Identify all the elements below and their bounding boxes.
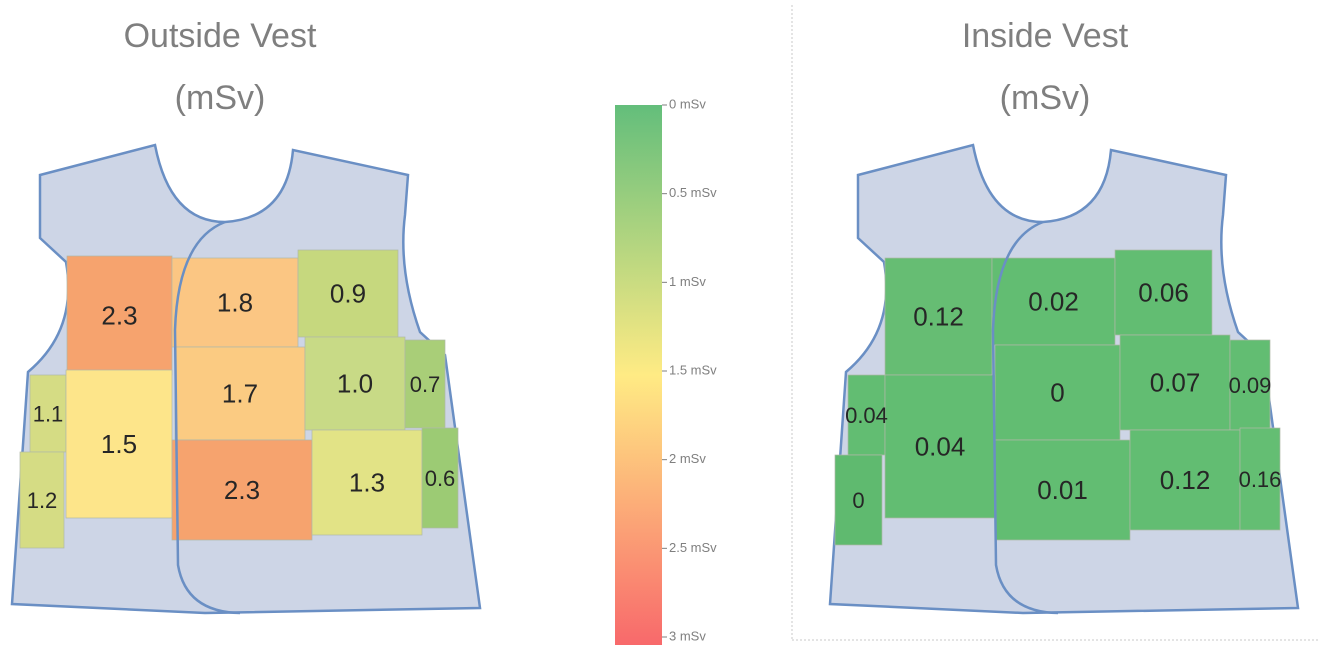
region-label: 0.04: [845, 403, 888, 428]
region-label: 1.3: [349, 467, 385, 497]
region-label: 0.7: [410, 372, 441, 397]
region-label: 2.3: [224, 475, 260, 505]
region-label: 0.06: [1138, 277, 1189, 307]
region-label: 0.12: [913, 301, 964, 331]
region: [884, 374, 996, 519]
unit: (mSv): [1000, 79, 1091, 117]
region-label: 0.9: [330, 278, 366, 308]
region: [1119, 334, 1231, 431]
colorbar: [615, 105, 662, 645]
vest: 0.12 0.02 0.06 0 0.07 0.09 0.04 0.04 0.01 0.12 0.1…: [828, 143, 1300, 615]
region-label: 0.07: [1150, 367, 1201, 397]
region: [311, 429, 423, 536]
region-label: 1.7: [222, 378, 258, 408]
region-label: 0.09: [1229, 373, 1272, 398]
colorbar-ticks: 0 mSv 0.5 mSv 1 mSv 1.5 mSv 2 mSv 2.5 mSv 3 mS…: [662, 96, 717, 643]
region-label: 1.1: [33, 401, 64, 426]
title: Inside Vest: [962, 17, 1129, 55]
region: [884, 257, 993, 376]
region: [1114, 249, 1213, 336]
vest: 2.3 1.8 0.9 1.7 1.0 0.7 1.1 1.5 2.3 1.3 0.6 1.2: [10, 143, 482, 615]
region-label: 0: [1050, 377, 1064, 407]
region: [19, 451, 65, 549]
title: Outside Vest: [124, 17, 317, 55]
colorbar-label: 0 mSv: [669, 96, 706, 111]
region-label: 1.0: [337, 368, 373, 398]
region: [994, 344, 1121, 441]
region-label: 0.16: [1239, 467, 1282, 492]
region: [847, 374, 886, 456]
region-label: 0: [852, 488, 864, 513]
region-label: 1.8: [217, 287, 253, 317]
region-label: 0.02: [1028, 286, 1079, 316]
colorbar-label: 1 mSv: [669, 274, 706, 289]
region-label: 0.12: [1160, 465, 1211, 495]
region-label: 2.3: [101, 300, 137, 330]
region: [171, 439, 313, 541]
region-label: 0.6: [425, 466, 456, 491]
region-label: 1.2: [27, 488, 58, 513]
unit: (mSv): [175, 79, 266, 117]
region-label: 1.5: [101, 429, 137, 459]
vest-seam: [173, 220, 241, 615]
region: [66, 255, 173, 376]
colorbar-label: 2 mSv: [669, 451, 706, 466]
vest-seam: [991, 220, 1059, 615]
region: [994, 439, 1131, 541]
colorbar-label: 2.5 mSv: [669, 540, 717, 555]
colorbar-label: 3 mSv: [669, 628, 706, 643]
region: [29, 374, 67, 453]
region-label: 0.01: [1037, 475, 1088, 505]
colorbar-label: 0.5 mSv: [669, 185, 717, 200]
region: [1129, 429, 1241, 531]
region: [65, 369, 173, 519]
region: [1239, 427, 1281, 531]
colorbar-label: 1.5 mSv: [669, 362, 717, 377]
region: [1229, 339, 1271, 431]
region: [421, 427, 459, 529]
region: [834, 454, 883, 546]
region-label: 0.04: [915, 431, 966, 461]
